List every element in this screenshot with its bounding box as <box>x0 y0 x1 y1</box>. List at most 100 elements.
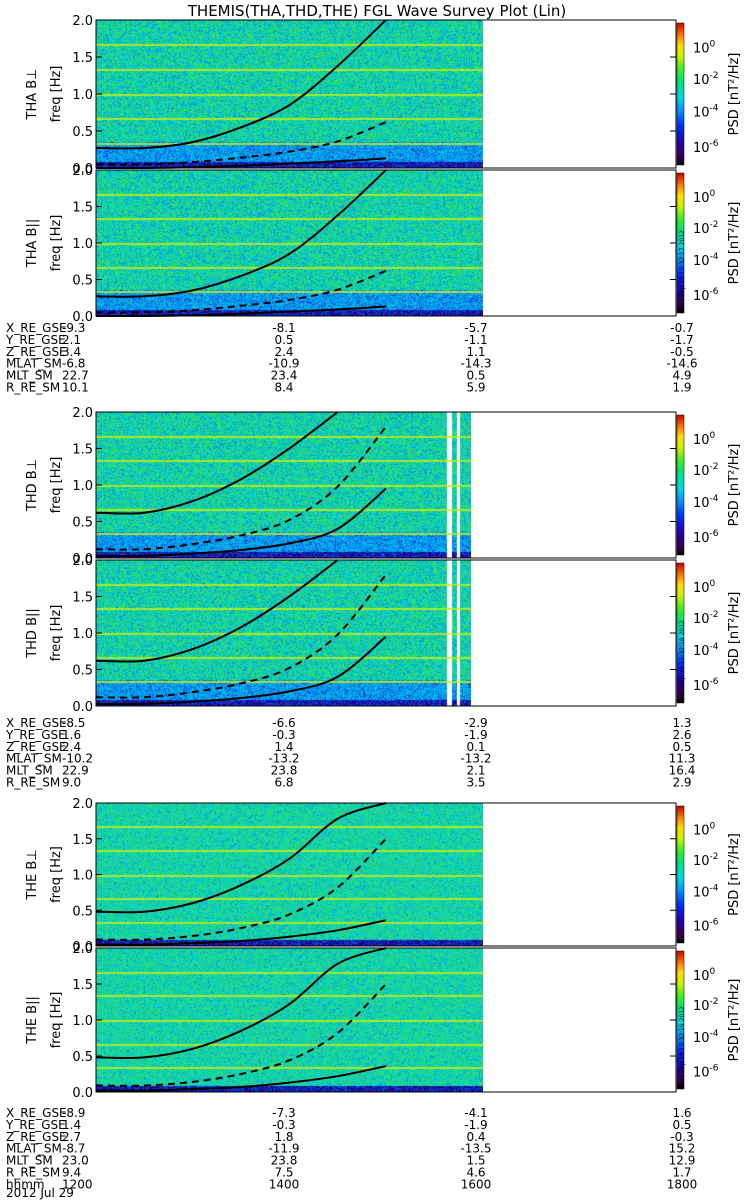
ephemeris-value: 1.8 <box>274 1130 293 1144</box>
colorbar-tick-base: 10 <box>693 496 710 511</box>
colorbar-tick-label: 10-4 <box>693 642 719 659</box>
colorbar-tick-exponent: -4 <box>710 494 719 504</box>
ephemeris-value: -2.9 <box>464 716 487 730</box>
y-tick-label: 1.0 <box>72 479 93 494</box>
colorbar-tick-exponent: -4 <box>710 642 719 652</box>
ephemeris-value: 16.4 <box>669 764 696 778</box>
ephemeris-value: 2.1 <box>466 764 485 778</box>
colorbar-tick-base: 10 <box>693 433 710 448</box>
y-tick-label: 0.0 <box>72 700 93 715</box>
colorbar-tick-label: 10-2 <box>693 997 719 1014</box>
colorbar-tick-base: 10 <box>693 531 710 546</box>
colorbar-label: PSD [nT²/Hz] <box>727 592 742 675</box>
ephemeris-value: 1.9 <box>672 381 691 395</box>
ephemeris-value: -9.3 <box>62 321 85 335</box>
colorbar-tick-base: 10 <box>693 254 710 269</box>
colorbar <box>677 951 684 1089</box>
ephemeris-value: 0.5 <box>274 333 293 347</box>
colorbar-tick-exponent: -4 <box>710 103 719 113</box>
y-tick-label: 1.5 <box>72 978 93 993</box>
colorbar-tick-base: 10 <box>693 222 710 237</box>
colorbar-tick-exponent: -2 <box>710 220 719 230</box>
ephemeris-value: -6.8 <box>62 357 85 371</box>
colorbar-label: PSD [nT²/Hz] <box>727 202 742 285</box>
curve-solid-lower <box>95 635 387 705</box>
colorbar-tick-exponent: -6 <box>710 918 719 928</box>
ephemeris-value: -13.2 <box>460 752 491 766</box>
colorbar-tick-base: 10 <box>693 612 710 627</box>
colorbar-tick-label: 10-4 <box>693 494 719 511</box>
y-tick-label: 2.0 <box>72 554 93 569</box>
colorbar-tick-label: 10-6 <box>693 1063 719 1080</box>
colorbar-tick-exponent: -2 <box>710 71 719 81</box>
date-label: 2012 Jul 29 <box>6 1186 74 1200</box>
ephemeris-value: -0.5 <box>670 345 693 359</box>
ephemeris-value: 22.7 <box>62 369 89 383</box>
y-tick-label: 2.0 <box>72 406 93 421</box>
colorbar-frame <box>676 414 685 556</box>
colorbar-tick-base: 10 <box>693 73 710 88</box>
curve-solid-upper <box>95 947 387 1060</box>
colorbar-tick-exponent: -4 <box>710 1029 719 1039</box>
ephemeris-value: -13.5 <box>460 1142 491 1156</box>
spectrogram-image <box>96 412 471 558</box>
colorbar-tick-exponent: 0 <box>710 431 716 441</box>
freq-axis-label: freq [Hz] <box>49 605 64 662</box>
ephemeris-value: -0.3 <box>670 1130 693 1144</box>
colorbar-tick-exponent: -6 <box>710 139 719 149</box>
ephemeris-value: 2.6 <box>672 728 691 742</box>
colorbar-tick-exponent: -2 <box>710 997 719 1007</box>
colorbar-tick-label: 100 <box>693 189 716 206</box>
ephemeris-row-name: Y_RE_GSE <box>5 333 66 347</box>
y-tick-label: 0.5 <box>72 125 93 140</box>
colorbar-tick-label: 10-4 <box>693 252 719 269</box>
ephemeris-value: 0.5 <box>672 1118 691 1132</box>
ephemeris-value: -1.7 <box>670 333 693 347</box>
ephemeris-value: 0.1 <box>466 740 485 754</box>
colorbar-tick-base: 10 <box>693 644 710 659</box>
ephemeris-row-name: Z_RE_GSE <box>6 740 67 754</box>
colorbar-tick-exponent: -6 <box>710 677 719 687</box>
panel-label: THE B⊥ <box>25 849 40 900</box>
curve-solid-lower <box>95 487 387 557</box>
y-tick-label: 2.0 <box>72 164 93 179</box>
ephemeris-value: -0.3 <box>272 728 295 742</box>
ephemeris-value: -4.1 <box>464 1106 487 1120</box>
ephemeris-value: 9.0 <box>62 776 81 790</box>
ephemeris-value: 23.0 <box>62 1154 89 1168</box>
colorbar-tick-label: 10-2 <box>693 71 719 88</box>
colorbar-tick-label: 10-4 <box>693 103 719 120</box>
colorbar <box>677 806 684 943</box>
curve-solid-lower <box>95 1065 387 1092</box>
colorbar-tick-label: 10-2 <box>693 610 719 627</box>
ephemeris-row-name: MLAT_SM <box>6 357 62 371</box>
ephemeris-value: 1.4 <box>62 1118 81 1132</box>
ephemeris-value: 1200 <box>62 1177 93 1191</box>
colorbar-frame <box>676 172 685 314</box>
curve-solid-lower <box>95 919 387 946</box>
ephemeris-value: -10.9 <box>268 357 299 371</box>
ephemeris-value: 22.9 <box>62 764 89 778</box>
colorbar-tick-label: 10-6 <box>693 918 719 935</box>
colorbar-tick-base: 10 <box>693 581 710 596</box>
ephemeris-value: -8.7 <box>62 1142 85 1156</box>
colorbar-tick-base: 10 <box>693 824 710 839</box>
y-tick-label: 0.5 <box>72 1050 93 1065</box>
y-tick-label: 1.5 <box>72 591 93 606</box>
colorbar-tick-label: 10-4 <box>693 883 719 900</box>
colorbar-tick-label: 100 <box>693 40 716 57</box>
ephemeris-value: -13.2 <box>268 752 299 766</box>
y-tick-label: 0.0 <box>72 552 93 567</box>
spectrogram-image <box>96 948 483 1092</box>
ephemeris-value: 1800 <box>667 1177 698 1191</box>
y-tick-label: 1.0 <box>72 627 93 642</box>
ephemeris-value: 23.8 <box>271 1154 298 1168</box>
ephemeris-value: 9.4 <box>62 1166 81 1180</box>
ephemeris-row-name: R_RE_SM <box>6 776 60 790</box>
ephemeris-value: 1.5 <box>466 1154 485 1168</box>
